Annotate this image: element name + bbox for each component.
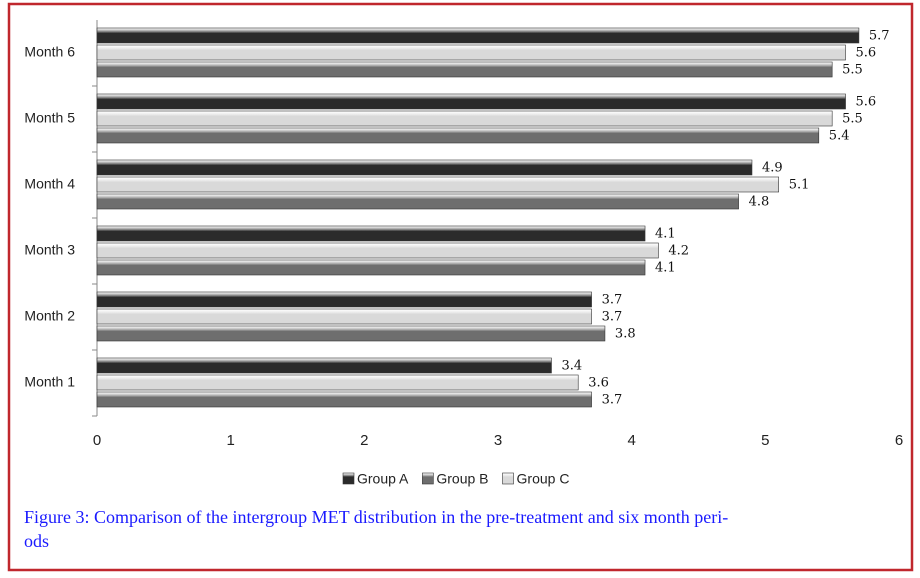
- legend-swatch: [502, 472, 514, 485]
- x-tick-label: 6: [895, 432, 903, 449]
- legend-swatch: [422, 472, 434, 485]
- value-label: 5.5: [842, 112, 863, 127]
- bar: [96, 159, 753, 176]
- x-tick-label: 5: [761, 432, 769, 449]
- bar: [96, 374, 579, 391]
- caption-line: ods: [24, 531, 49, 551]
- value-label: 5.1: [789, 178, 810, 193]
- bar: [96, 61, 833, 78]
- bar: [96, 93, 846, 110]
- x-tick-label: 0: [93, 432, 101, 449]
- value-label: 3.7: [602, 310, 623, 325]
- value-label: 4.2: [668, 244, 689, 259]
- frame: [7, 2, 914, 572]
- value-label: 3.8: [615, 327, 636, 342]
- bar: [96, 44, 846, 61]
- bar: [96, 308, 592, 325]
- value-label: 5.6: [856, 95, 877, 110]
- value-label: 5.7: [869, 29, 890, 44]
- value-label: 4.1: [655, 227, 676, 242]
- bar: [96, 391, 592, 408]
- bar: [96, 110, 833, 127]
- value-label: 4.1: [655, 261, 676, 276]
- x-tick-label: 3: [494, 432, 502, 449]
- y-tick-label: Month 5: [24, 110, 75, 126]
- caption-line: Figure 3: Comparison of the intergroup M…: [24, 507, 728, 527]
- bar: [96, 325, 606, 342]
- legend-label: Group A: [357, 471, 409, 487]
- bar: [96, 176, 780, 193]
- value-label: 3.6: [588, 376, 609, 391]
- x-tick-label: 1: [226, 432, 234, 449]
- bar: [96, 291, 592, 308]
- bar: [96, 242, 659, 259]
- y-tick-label: Month 3: [24, 242, 75, 258]
- value-label: 3.4: [561, 359, 582, 374]
- value-label: 4.9: [762, 161, 783, 176]
- x-tick-label: 4: [627, 432, 635, 449]
- y-tick-label: Month 6: [24, 44, 75, 60]
- value-label: 5.6: [856, 46, 877, 61]
- bar: [96, 27, 860, 44]
- y-tick-label: Month 2: [24, 308, 75, 324]
- bar: [96, 225, 646, 242]
- y-tick-label: Month 4: [24, 176, 75, 192]
- bar: [96, 259, 646, 276]
- value-label: 3.7: [602, 393, 623, 408]
- legend-label: Group B: [436, 471, 488, 487]
- y-tick-label: Month 1: [24, 374, 75, 390]
- bar: [96, 357, 552, 374]
- bar: [96, 127, 820, 144]
- value-label: 5.5: [842, 63, 863, 78]
- legend-swatch: [342, 472, 355, 485]
- legend-label: Group C: [517, 471, 570, 487]
- value-label: 5.4: [829, 129, 850, 144]
- value-label: 3.7: [602, 293, 623, 308]
- bar: [96, 193, 739, 210]
- value-label: 4.8: [749, 195, 770, 210]
- x-tick-label: 2: [360, 432, 368, 449]
